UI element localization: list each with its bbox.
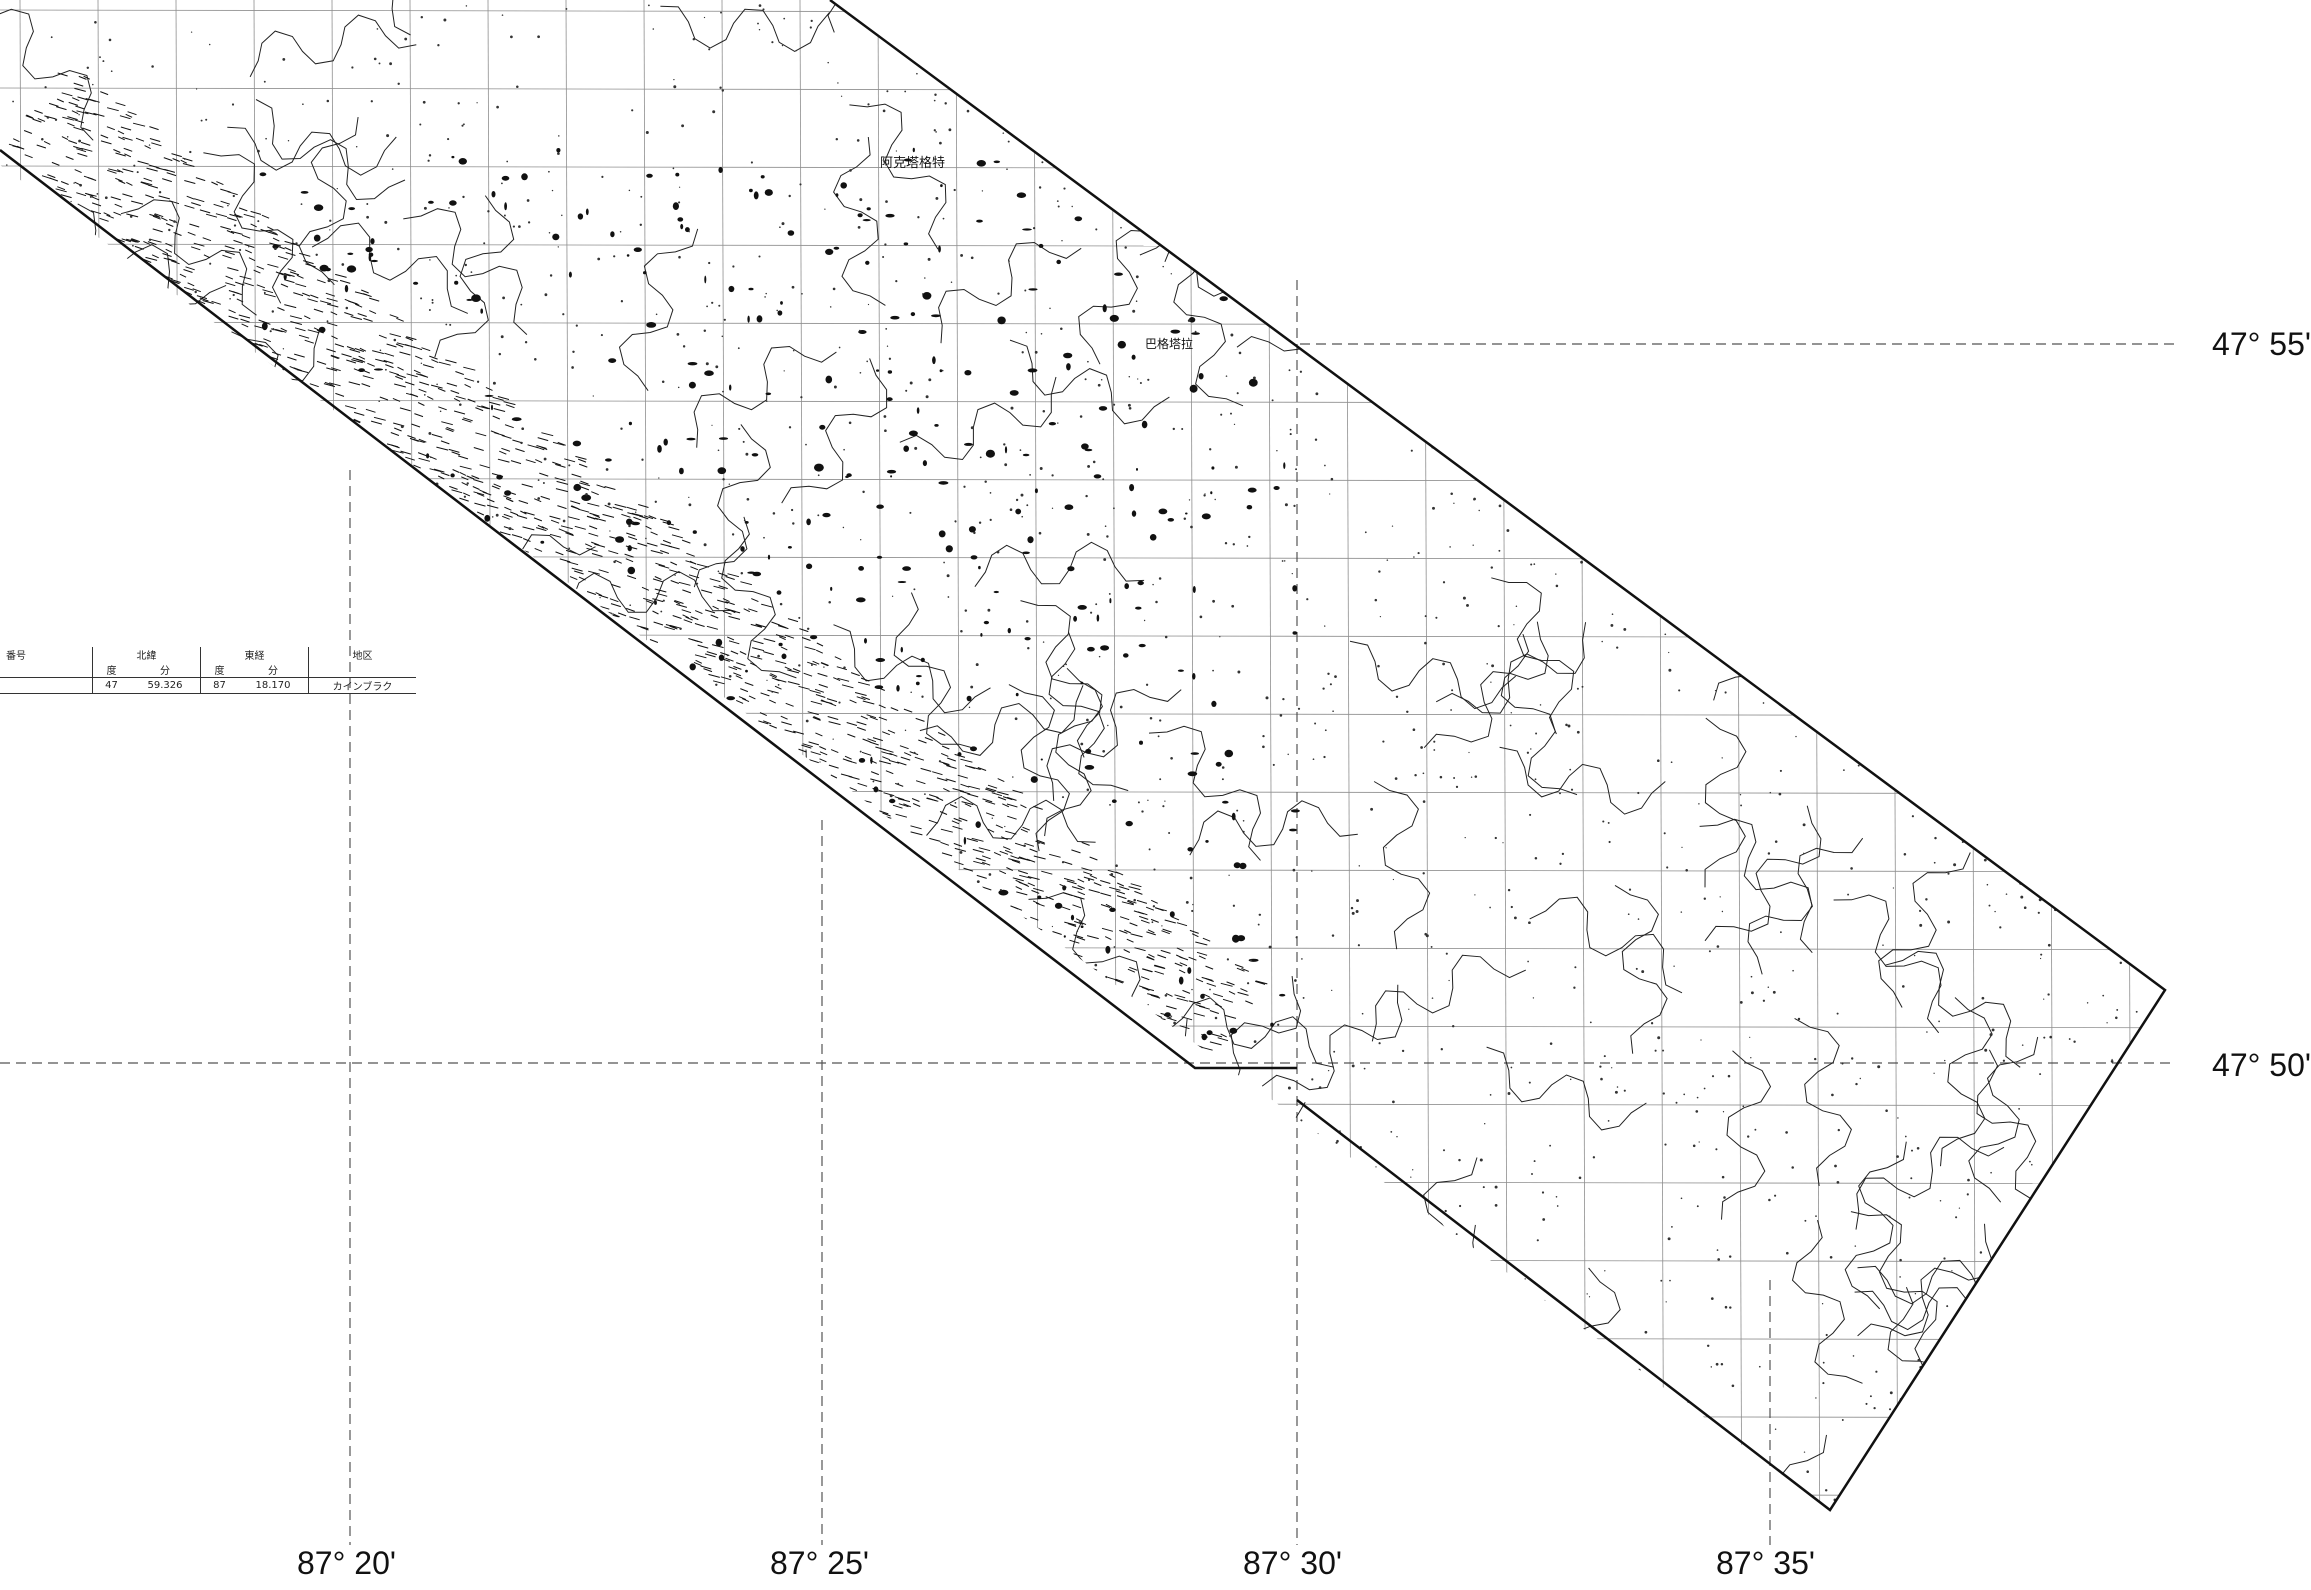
longitude-label-87-25: 87° 25' <box>770 1545 869 1581</box>
table-header: 地区 <box>308 647 416 662</box>
table-subheader: 分 <box>159 666 170 677</box>
table-subheader: 度 <box>91 662 130 678</box>
table-cell <box>308 662 416 678</box>
table-cell: 18.170 <box>237 677 309 694</box>
table-cell: 47 <box>91 677 130 694</box>
table-row: 47 59.326 87 18.170 カインブラク <box>0 677 416 694</box>
station-table: 番号 北緯 東経 地区 度 分 度 分 47 59.326 87 18.170 … <box>0 647 416 694</box>
table-subheader: 分 <box>267 666 278 677</box>
graticule <box>0 280 2175 1545</box>
table-header: 番号 <box>6 651 26 662</box>
latitude-label-47-50: 47° 50' <box>2212 1047 2311 1083</box>
table-subheader: 度 <box>199 662 238 678</box>
table-header: 東経 <box>200 647 309 662</box>
table-header: 北緯 <box>92 647 201 662</box>
terrain-patches <box>247 147 1300 1045</box>
survey-boundary <box>0 0 2167 1512</box>
table-cell <box>0 662 93 678</box>
longitude-label-87-35: 87° 35' <box>1716 1545 1815 1581</box>
place-label: 阿克塔格特 <box>880 156 946 171</box>
stipple-dots <box>0 0 2165 1510</box>
contour-lines <box>0 0 2165 1510</box>
table-cell: 87 <box>199 677 238 694</box>
table-header-row: 番号 北緯 東経 地区 <box>0 647 416 662</box>
place-label: 巴格塔拉 <box>1145 337 1194 351</box>
longitude-label-87-20: 87° 20' <box>297 1545 396 1581</box>
longitude-label-87-30: 87° 30' <box>1243 1545 1342 1581</box>
table-cell: カインブラク <box>308 677 416 694</box>
latitude-label-47-55: 47° 55' <box>2212 326 2311 362</box>
table-subheader-row: 度 分 度 分 <box>0 662 416 678</box>
table-cell: 59.326 <box>129 677 201 694</box>
table-cell <box>0 677 93 694</box>
